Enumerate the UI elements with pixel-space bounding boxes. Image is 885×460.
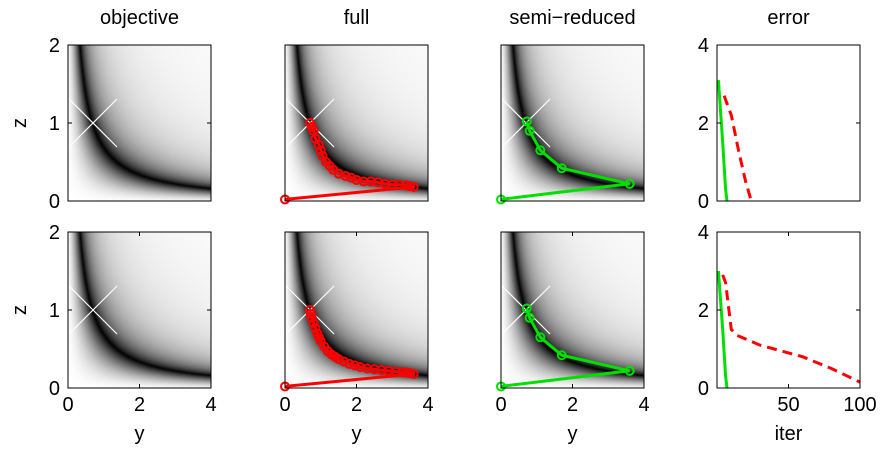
y-axis-label: z	[9, 118, 31, 128]
y-tick-label: 0	[49, 378, 60, 400]
axes-frame	[716, 44, 861, 202]
x-tick-label: 0	[62, 394, 73, 416]
semi-reduced-error-line	[717, 79, 729, 201]
iterate-point	[346, 172, 357, 183]
y-axis-label: z	[9, 305, 31, 315]
iterate-point	[521, 116, 532, 127]
objective-heatmap	[68, 45, 211, 201]
objective-heatmap	[68, 232, 211, 388]
y-tick-label: 0	[698, 378, 709, 400]
iterate-point	[624, 365, 635, 376]
y-tick-label: 1	[49, 300, 60, 322]
x-axis-label: iter	[775, 423, 803, 445]
panel-r1c3	[716, 231, 861, 389]
y-tick-label: 2	[698, 113, 709, 135]
panel-title: objective	[100, 7, 179, 29]
iterate-point	[308, 318, 319, 329]
iterate-point	[535, 332, 546, 343]
iterate-point	[305, 305, 316, 315]
axes-frame	[500, 44, 645, 202]
iterate-path-line	[500, 307, 631, 388]
iterate-point	[312, 328, 323, 339]
iterate-point	[305, 118, 316, 128]
iterate-path-line	[284, 122, 415, 201]
iterate-point	[556, 350, 567, 361]
iterate-point	[305, 308, 316, 319]
iterate-point	[344, 358, 355, 369]
x-tick-label: 0	[279, 394, 290, 416]
panel-r1c0	[67, 231, 212, 389]
iterate-point	[338, 356, 349, 367]
objective-heatmap	[501, 45, 644, 201]
panel-title: error	[767, 7, 810, 29]
iterate-point	[315, 145, 326, 156]
iterate-point	[524, 312, 535, 323]
x-tick-label: 4	[638, 394, 649, 416]
y-tick-label: 2	[49, 222, 60, 244]
iterate-point	[310, 322, 321, 333]
y-tick-label: 1	[49, 113, 60, 135]
panel-r0c2	[496, 44, 645, 205]
iterate-point	[556, 163, 567, 174]
iterate-point	[351, 174, 362, 185]
optimum-cross-marker	[68, 285, 118, 335]
optimum-cross-marker	[68, 98, 118, 148]
panel-r1c1	[280, 231, 429, 392]
x-axis-label: y	[352, 423, 362, 445]
y-tick-label: 4	[698, 222, 709, 244]
iterate-point	[524, 125, 535, 136]
panel-r1c2	[496, 231, 645, 392]
iterate-point	[521, 303, 532, 314]
iterate-point	[355, 361, 366, 372]
semi-reduced-error-line	[717, 270, 729, 388]
iterate-point	[535, 145, 546, 156]
panel-r0c3	[716, 44, 861, 202]
y-tick-label: 0	[698, 191, 709, 213]
y-tick-label: 4	[698, 35, 709, 57]
x-tick-label: 100	[843, 394, 876, 416]
axes-frame	[716, 231, 861, 389]
iterate-point	[317, 150, 328, 161]
x-tick-label: 50	[777, 394, 799, 416]
panel-r0c1	[280, 44, 429, 205]
x-axis-label: y	[568, 423, 578, 445]
y-tick-label: 2	[698, 300, 709, 322]
x-tick-label: 0	[495, 394, 506, 416]
objective-heatmap	[501, 232, 644, 388]
iterate-point	[401, 367, 412, 378]
y-tick-label: 0	[49, 191, 60, 213]
panel-r0c0	[67, 44, 212, 202]
y-tick-label: 2	[49, 35, 60, 57]
iterate-path-line	[500, 120, 631, 201]
x-axis-label: y	[135, 423, 145, 445]
axes-frame	[284, 44, 429, 202]
full-error-line	[721, 274, 860, 384]
x-tick-label: 2	[351, 394, 362, 416]
full-error-line	[722, 95, 753, 201]
iterate-point	[624, 178, 635, 189]
x-tick-label: 4	[422, 394, 433, 416]
x-tick-label: 2	[134, 394, 145, 416]
panel-title: semi−reduced	[509, 7, 635, 29]
iterate-point	[349, 360, 360, 371]
x-tick-label: 4	[205, 394, 216, 416]
panel-title: full	[344, 7, 370, 29]
x-tick-label: 2	[567, 394, 578, 416]
